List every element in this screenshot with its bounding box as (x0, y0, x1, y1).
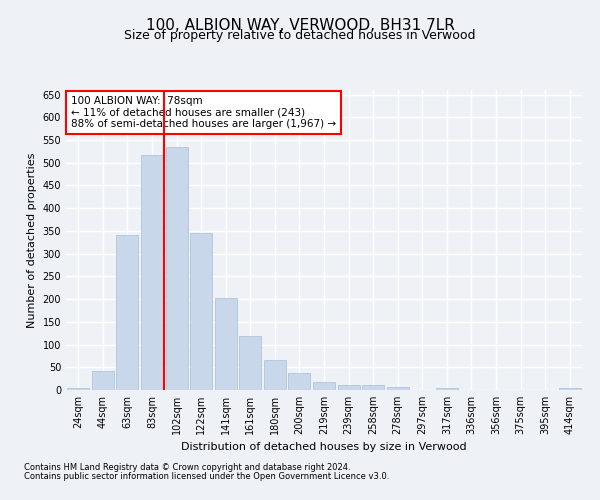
Text: Size of property relative to detached houses in Verwood: Size of property relative to detached ho… (124, 29, 476, 42)
Bar (313, 382, 335, 390)
Bar (92, 371, 114, 390)
Bar (67, 388, 89, 390)
Bar (116, 236, 139, 390)
Bar (559, 388, 581, 390)
Bar (264, 360, 286, 390)
Bar (362, 385, 384, 390)
Text: Contains HM Land Registry data © Crown copyright and database right 2024.: Contains HM Land Registry data © Crown c… (24, 464, 350, 472)
Text: 100, ALBION WAY, VERWOOD, BH31 7LR: 100, ALBION WAY, VERWOOD, BH31 7LR (146, 18, 454, 32)
Bar (386, 387, 409, 390)
Bar (289, 373, 310, 390)
Bar (141, 155, 163, 390)
Text: Contains public sector information licensed under the Open Government Licence v3: Contains public sector information licen… (24, 472, 389, 481)
Bar (190, 233, 212, 390)
Text: Distribution of detached houses by size in Verwood: Distribution of detached houses by size … (181, 442, 467, 452)
Bar (215, 298, 237, 390)
Y-axis label: Number of detached properties: Number of detached properties (27, 152, 37, 328)
Bar (166, 147, 188, 390)
Bar (436, 388, 458, 390)
Text: 100 ALBION WAY:  78sqm
← 11% of detached houses are smaller (243)
88% of semi-de: 100 ALBION WAY: 78sqm ← 11% of detached … (71, 96, 336, 129)
Bar (239, 336, 262, 390)
Bar (338, 384, 359, 390)
